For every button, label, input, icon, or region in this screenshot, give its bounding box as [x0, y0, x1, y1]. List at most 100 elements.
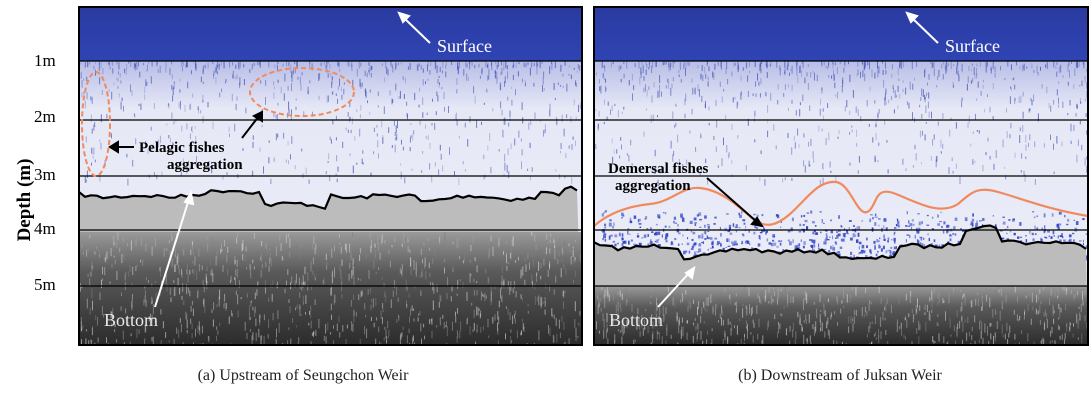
- sediment-speck: [1018, 342, 1020, 345]
- sediment-speck: [254, 292, 256, 300]
- noise-streak: [518, 130, 520, 138]
- noise-streak: [457, 62, 458, 70]
- sediment-speck: [259, 314, 261, 323]
- sediment-speck: [434, 286, 436, 294]
- demersal-echo: [1034, 225, 1036, 230]
- sediment-speck: [81, 286, 83, 289]
- noise-streak: [106, 114, 108, 119]
- noise-streak: [679, 62, 681, 70]
- noise-streak: [808, 141, 809, 147]
- sediment-speck: [176, 256, 178, 266]
- noise-streak: [331, 80, 333, 85]
- sediment-speck: [962, 295, 964, 299]
- noise-streak: [607, 101, 609, 106]
- sediment-speck: [199, 326, 201, 336]
- sediment-speck: [429, 272, 431, 277]
- noise-streak: [659, 75, 661, 83]
- sediment-speck: [241, 243, 243, 252]
- noise-streak: [132, 159, 134, 167]
- sediment-speck: [1019, 315, 1021, 320]
- sediment-speck: [525, 264, 527, 272]
- sediment-speck: [191, 241, 193, 246]
- sediment-speck: [1023, 317, 1025, 320]
- sediment-speck: [179, 318, 181, 323]
- demersal-echo: [681, 243, 683, 245]
- demersal-echo: [1067, 218, 1070, 222]
- sediment-speck: [937, 292, 939, 299]
- noise-streak: [654, 149, 656, 157]
- demersal-echo: [696, 251, 700, 253]
- sediment-speck: [678, 319, 680, 325]
- noise-streak: [521, 102, 523, 110]
- noise-streak: [827, 103, 829, 108]
- sediment-speck: [514, 310, 516, 316]
- demersal-echo: [838, 215, 840, 219]
- sediment-speck: [1024, 308, 1026, 314]
- demersal-echo: [878, 244, 881, 249]
- noise-streak: [835, 176, 837, 182]
- sediment-speck: [929, 297, 931, 302]
- demersal-echo: [798, 230, 802, 233]
- demersal-echo: [1036, 227, 1039, 230]
- sediment-speck: [277, 281, 278, 289]
- noise-streak: [401, 139, 402, 145]
- sediment-speck: [244, 241, 246, 251]
- demersal-echo: [1064, 214, 1066, 218]
- noise-streak: [420, 65, 422, 70]
- noise-streak: [295, 98, 297, 101]
- noise-streak: [1046, 86, 1048, 94]
- sediment-speck: [864, 306, 866, 313]
- sediment-speck: [762, 291, 764, 298]
- noise-streak: [761, 61, 763, 64]
- demersal-echo: [792, 239, 794, 244]
- demersal-echo: [713, 223, 716, 225]
- noise-streak: [365, 91, 367, 99]
- demersal-echo: [657, 214, 659, 218]
- sediment-speck: [192, 260, 194, 264]
- noise-streak: [288, 160, 289, 165]
- noise-streak: [419, 119, 421, 126]
- noise-streak: [234, 123, 236, 132]
- noise-streak: [521, 161, 522, 170]
- noise-streak: [99, 176, 101, 182]
- sediment-speck: [827, 298, 829, 303]
- sediment-speck: [290, 338, 292, 345]
- sediment-speck: [695, 325, 697, 331]
- demersal-echo: [782, 249, 784, 252]
- sediment-speck: [399, 267, 401, 274]
- noise-streak: [439, 82, 440, 85]
- sediment-speck: [777, 331, 778, 338]
- sediment-speck: [365, 254, 367, 259]
- noise-streak: [1022, 111, 1024, 119]
- demersal-echo: [698, 235, 701, 239]
- sediment-speck: [880, 331, 882, 340]
- noise-streak: [381, 63, 383, 66]
- noise-streak: [974, 73, 976, 79]
- noise-streak: [432, 98, 433, 102]
- sediment-speck: [603, 327, 605, 337]
- sediment-speck: [203, 284, 205, 293]
- demersal-echo: [1053, 235, 1055, 237]
- demersal-echo: [810, 244, 814, 248]
- demersal-echo: [852, 234, 855, 238]
- sediment-speck: [166, 248, 168, 251]
- sediment-speck: [549, 284, 550, 292]
- sediment-speck: [429, 241, 431, 251]
- noise-streak: [395, 125, 397, 134]
- noise-streak: [301, 148, 303, 152]
- panel-a-echogram: [79, 7, 582, 345]
- sediment-speck: [246, 332, 248, 340]
- sediment-speck: [986, 288, 987, 294]
- sediment-speck: [690, 302, 692, 310]
- sediment-speck: [423, 242, 425, 246]
- noise-streak: [518, 61, 520, 65]
- sediment-speck: [268, 265, 270, 272]
- noise-streak: [973, 67, 975, 75]
- demersal-echo: [846, 229, 848, 233]
- sediment-speck: [626, 320, 628, 328]
- noise-streak: [172, 87, 174, 96]
- noise-streak: [846, 100, 848, 108]
- noise-streak: [381, 120, 383, 128]
- sediment-speck: [99, 292, 101, 300]
- noise-streak: [436, 65, 438, 74]
